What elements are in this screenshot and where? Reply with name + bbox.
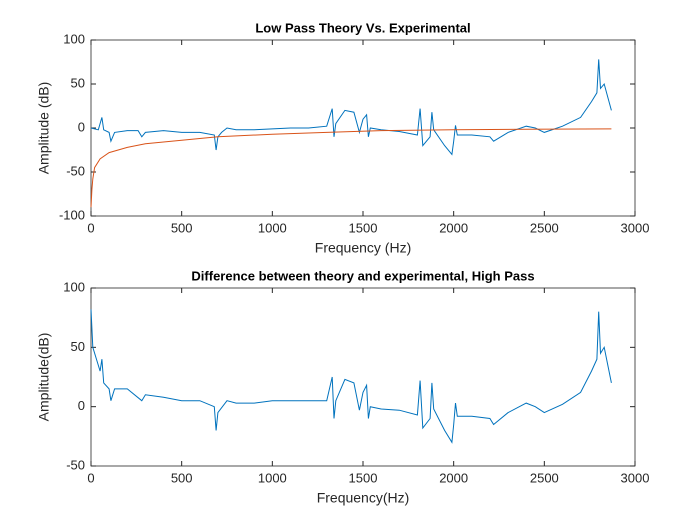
y-axis-label: Amplitude (dB) <box>36 82 52 175</box>
x-tick-label: 1000 <box>258 220 287 235</box>
y-tick-label: 0 <box>78 119 85 134</box>
x-tick-label: 3000 <box>621 220 650 235</box>
y-tick-label: 100 <box>63 31 85 46</box>
y-tick-label: -100 <box>59 207 85 222</box>
x-tick-label: 2000 <box>439 220 468 235</box>
data-line <box>90 309 612 444</box>
x-tick-label: 500 <box>171 220 193 235</box>
y-tick-label: 0 <box>78 398 85 413</box>
chart-title: Difference between theory and experiment… <box>191 268 534 283</box>
data-line <box>90 128 612 208</box>
x-tick-label: 2500 <box>530 220 559 235</box>
y-tick-label: -50 <box>66 163 85 178</box>
x-tick-label: 1500 <box>349 220 378 235</box>
y-tick-label: 100 <box>63 279 85 294</box>
x-tick-label: 1000 <box>258 470 287 485</box>
x-tick-label: 500 <box>171 470 193 485</box>
data-line <box>90 59 612 156</box>
x-tick-label: 2500 <box>530 470 559 485</box>
x-tick-label: 3000 <box>621 470 650 485</box>
x-axis-label: Frequency(Hz) <box>317 490 410 506</box>
y-tick-label: 50 <box>71 75 85 90</box>
plot-area <box>90 39 636 217</box>
y-axis-label: Amplitude(dB) <box>36 333 52 422</box>
plot-area <box>90 287 636 467</box>
y-tick-label: 50 <box>71 339 85 354</box>
x-tick-label: 0 <box>87 470 94 485</box>
x-tick-label: 1500 <box>349 470 378 485</box>
x-axis-label: Frequency (Hz) <box>315 240 411 256</box>
chart-title: Low Pass Theory Vs. Experimental <box>255 20 470 35</box>
y-tick-label: -50 <box>66 457 85 472</box>
x-tick-label: 2000 <box>439 470 468 485</box>
x-tick-label: 0 <box>87 220 94 235</box>
